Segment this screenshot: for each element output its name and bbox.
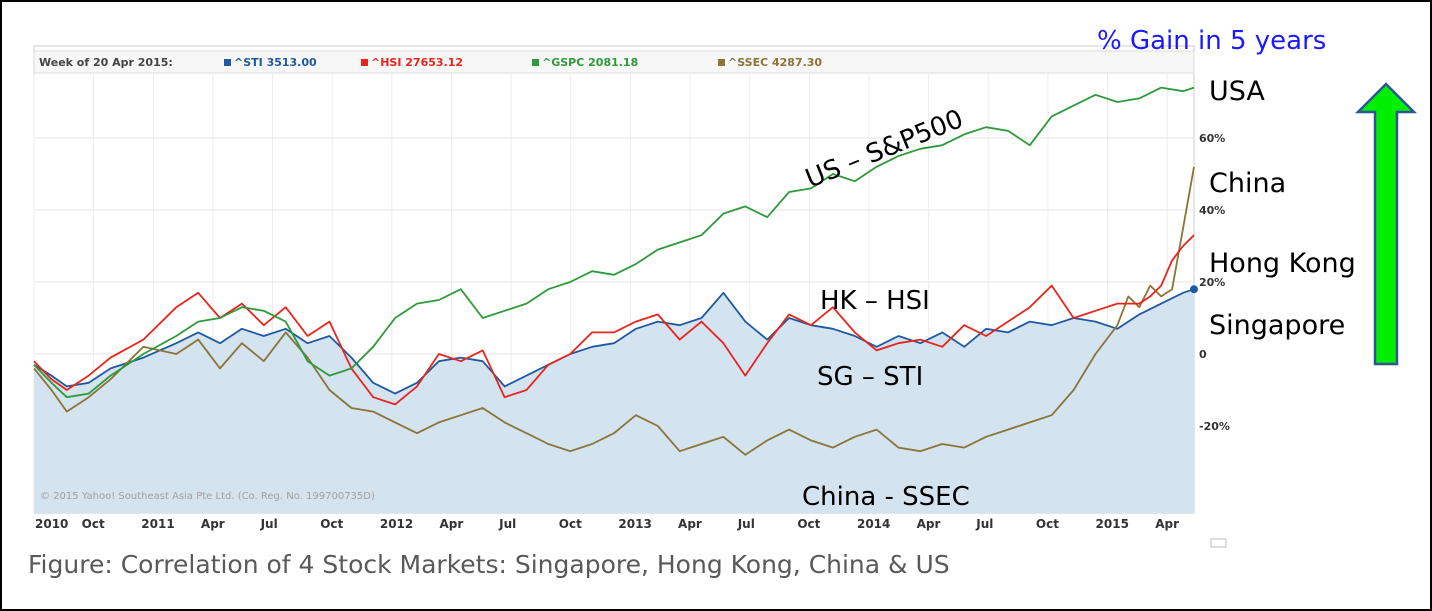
x-tick-label: Apr (201, 517, 225, 531)
x-tick-label: Apr (678, 517, 702, 531)
y-tick-label: 20% (1199, 276, 1225, 289)
x-tick-label: Oct (1036, 517, 1059, 531)
x-tick-label: Oct (82, 517, 105, 531)
side-label-usa: USA (1209, 76, 1265, 107)
x-tick-label: Apr (1155, 517, 1179, 531)
x-tick-label: Jul (975, 517, 993, 531)
legend-date: Week of 20 Apr 2015: (39, 56, 173, 69)
side-label-china: China (1209, 168, 1286, 199)
x-tick-label: Jul (498, 517, 516, 531)
x-tick-label: 2010 (35, 517, 68, 531)
x-tick-label: Oct (559, 517, 582, 531)
x-tick-label: 2011 (141, 517, 174, 531)
legend-item-label: ^SSEC 4287.30 (728, 56, 822, 69)
scroll-stub (1210, 538, 1227, 548)
y-tick-label: -20% (1199, 420, 1230, 433)
legend-swatch (532, 59, 539, 66)
y-tick-label: 0 (1199, 348, 1207, 361)
x-tick-label: Jul (260, 517, 278, 531)
annotation-hk: HK – HSI (820, 286, 930, 316)
legend-bar (33, 50, 1195, 74)
legend-swatch (224, 59, 231, 66)
x-tick-label: Apr (917, 517, 941, 531)
side-label-singapore: Singapore (1209, 310, 1345, 341)
legend-item-label: ^STI 3513.00 (234, 56, 317, 69)
series-lines (33, 86, 1195, 456)
sti-end-marker (1190, 285, 1198, 294)
x-tick-label: Jul (737, 517, 755, 531)
y-tick-label: 40% (1199, 204, 1225, 217)
x-tick-label: Oct (797, 517, 820, 531)
x-tick-label: 2013 (618, 517, 651, 531)
sti-area-fill (34, 289, 1194, 513)
legend-item-label: ^HSI 27653.12 (371, 56, 463, 69)
y-axis-ticks: 60% 40% 20% 0 -20% (1199, 132, 1230, 433)
series-line-ssec (33, 166, 1195, 456)
series-line-sti (33, 288, 1195, 395)
legend-swatch (718, 59, 725, 66)
side-label-hong-kong: Hong Kong (1209, 248, 1356, 279)
series-line-gspc (33, 86, 1195, 399)
sti-area (34, 289, 1194, 513)
up-arrow-icon (1354, 82, 1418, 366)
x-tick-label: Oct (320, 517, 343, 531)
gain-label: % Gain in 5 years (1097, 26, 1326, 56)
annotation-china: China - SSEC (802, 482, 970, 512)
x-tick-label: Apr (439, 517, 463, 531)
x-axis-ticks: 2010 Oct 2011 Apr Jul Oct 2012 Apr Jul Oct 2013 Apr… (35, 517, 1179, 531)
y-tick-label: 60% (1199, 132, 1225, 145)
legend-swatch (361, 59, 368, 66)
copyright-text: © 2015 Yahoo! Southeast Asia Pte Ltd. (C… (40, 491, 375, 502)
annotation-sg: SG – STI (817, 362, 923, 392)
x-tick-label: 2015 (1096, 517, 1129, 531)
legend: Week of 20 Apr 2015: ^STI 3513.00 ^HSI 27… (39, 56, 822, 69)
figure-caption: Figure: Correlation of 4 Stock Markets: … (28, 550, 950, 579)
x-tick-label: 2012 (380, 517, 413, 531)
legend-item-label: ^GSPC 2081.18 (542, 56, 638, 69)
x-tick-label: 2014 (857, 517, 890, 531)
